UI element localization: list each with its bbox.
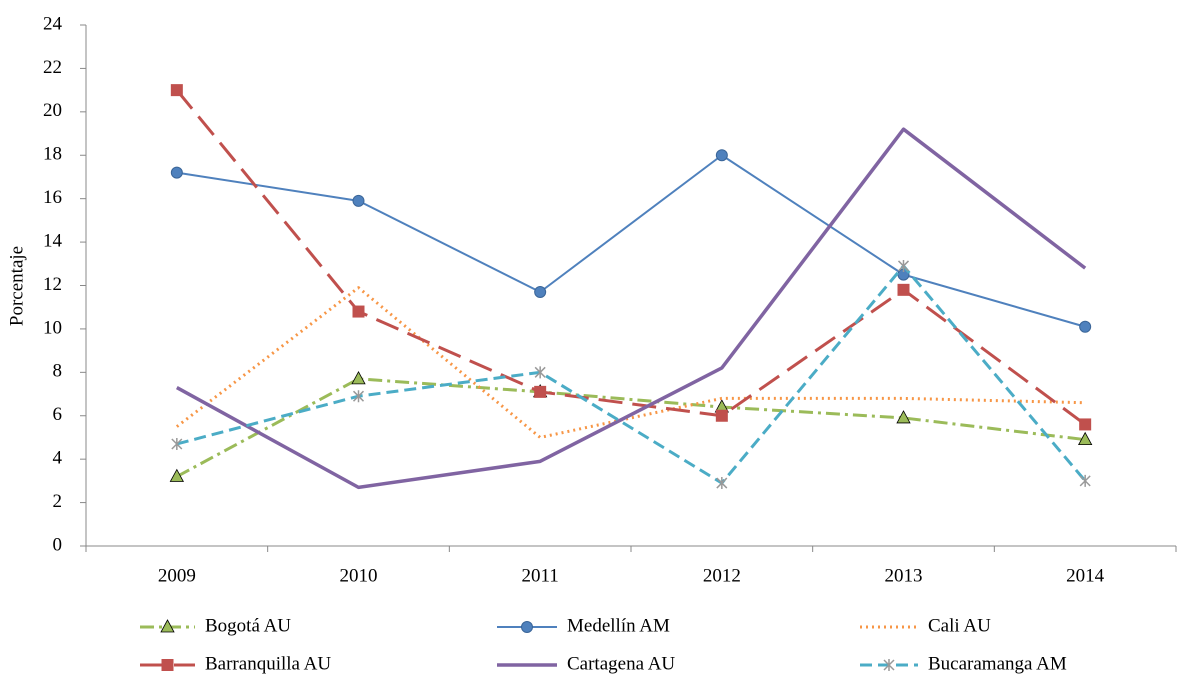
legend-label: Bucaramanga AM bbox=[928, 653, 1067, 674]
series-line bbox=[176, 264, 1087, 485]
y-tick-label: 2 bbox=[53, 491, 63, 512]
x-tick-label: 2011 bbox=[522, 565, 559, 586]
legend-label: Medellín AM bbox=[567, 615, 670, 636]
marker bbox=[534, 286, 547, 299]
series-line bbox=[175, 89, 1087, 426]
y-tick-label: 0 bbox=[53, 534, 63, 555]
marker bbox=[170, 84, 183, 97]
y-tick-label: 6 bbox=[53, 404, 63, 425]
series-line bbox=[176, 154, 1086, 328]
y-tick-label: 8 bbox=[53, 361, 63, 382]
marker bbox=[1079, 474, 1091, 487]
marker bbox=[352, 390, 365, 403]
marker bbox=[716, 477, 728, 490]
x-tick-label: 2012 bbox=[703, 565, 741, 586]
marker bbox=[534, 385, 547, 398]
marker bbox=[897, 283, 910, 296]
marker bbox=[521, 621, 533, 633]
marker bbox=[352, 305, 365, 318]
marker bbox=[896, 410, 911, 424]
x-tick-label: 2014 bbox=[1066, 565, 1105, 586]
x-tick-label: 2010 bbox=[340, 565, 378, 586]
marker bbox=[1079, 418, 1092, 431]
series-line bbox=[176, 377, 1086, 478]
y-tick-label: 24 bbox=[43, 13, 63, 34]
marker bbox=[170, 166, 183, 179]
marker bbox=[161, 659, 174, 671]
marker bbox=[715, 149, 728, 162]
y-axis-label: Porcentaje bbox=[6, 246, 27, 326]
y-tick-label: 16 bbox=[43, 187, 62, 208]
y-tick-label: 14 bbox=[43, 230, 63, 251]
marker bbox=[1077, 431, 1093, 446]
legend-label: Cartagena AU bbox=[567, 653, 675, 674]
marker bbox=[352, 194, 365, 207]
y-tick-label: 18 bbox=[43, 144, 62, 165]
x-tick-label: 2009 bbox=[158, 565, 196, 586]
y-tick-label: 22 bbox=[43, 57, 62, 78]
y-tick-label: 20 bbox=[43, 100, 62, 121]
x-tick-label: 2013 bbox=[885, 565, 923, 586]
y-tick-label: 10 bbox=[43, 317, 62, 338]
marker bbox=[715, 409, 728, 422]
marker bbox=[534, 366, 546, 379]
series-line bbox=[175, 127, 1087, 490]
legend-label: Bogotá AU bbox=[205, 615, 291, 636]
legend-label: Barranquilla AU bbox=[205, 653, 331, 674]
marker bbox=[351, 371, 366, 385]
y-tick-label: 12 bbox=[43, 274, 62, 295]
marker bbox=[160, 619, 175, 633]
marker bbox=[883, 659, 895, 671]
marker bbox=[169, 468, 185, 482]
marker bbox=[1079, 320, 1092, 333]
legend-label: Cali AU bbox=[928, 615, 991, 636]
y-tick-label: 4 bbox=[53, 448, 63, 469]
marker bbox=[171, 437, 183, 450]
marker bbox=[897, 259, 910, 272]
